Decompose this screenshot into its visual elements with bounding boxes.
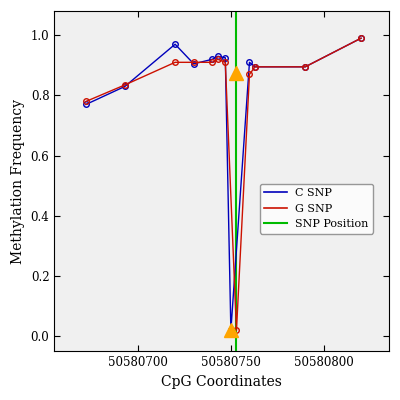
Y-axis label: Methylation Frequency: Methylation Frequency xyxy=(11,99,25,264)
Legend: C SNP, G SNP, SNP Position: C SNP, G SNP, SNP Position xyxy=(260,184,373,234)
X-axis label: CpG Coordinates: CpG Coordinates xyxy=(161,375,282,389)
